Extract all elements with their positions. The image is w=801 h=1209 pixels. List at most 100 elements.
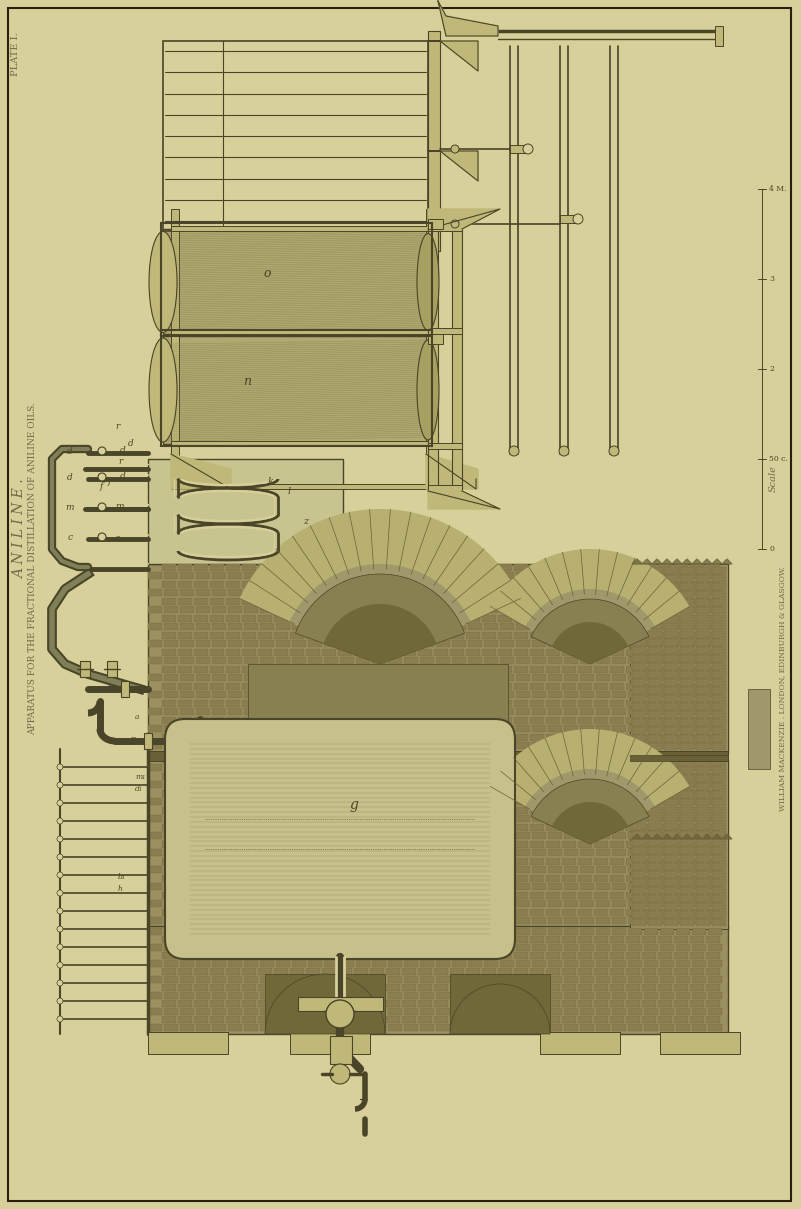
Bar <box>628 976 642 983</box>
Bar <box>162 1016 176 1023</box>
Bar <box>664 607 678 614</box>
Bar <box>244 798 258 805</box>
Bar <box>402 631 416 638</box>
Bar <box>164 1008 178 1016</box>
Bar <box>322 908 336 915</box>
Bar <box>354 597 368 604</box>
Bar <box>338 773 352 780</box>
Bar <box>180 572 194 579</box>
Bar <box>680 607 694 614</box>
Bar <box>514 968 528 974</box>
Bar <box>148 759 728 929</box>
Circle shape <box>57 764 63 770</box>
Bar <box>242 891 256 898</box>
Bar <box>712 855 726 862</box>
Bar <box>418 806 432 814</box>
Bar <box>664 823 678 831</box>
Bar <box>276 725 290 731</box>
Bar <box>712 806 726 814</box>
Bar <box>388 692 402 698</box>
Bar <box>354 631 368 638</box>
Bar <box>210 908 224 915</box>
Bar <box>226 700 240 706</box>
Bar <box>648 702 662 710</box>
Bar <box>516 866 530 873</box>
Bar <box>402 857 416 864</box>
Polygon shape <box>722 559 732 565</box>
Bar <box>386 984 400 991</box>
Bar <box>148 815 162 822</box>
Bar <box>436 781 450 788</box>
Text: d: d <box>67 473 73 481</box>
Bar <box>580 815 594 822</box>
Bar <box>648 671 662 678</box>
Bar <box>658 580 672 588</box>
Bar <box>148 916 162 924</box>
Bar <box>712 735 726 742</box>
Bar <box>712 567 726 574</box>
Bar <box>660 976 674 983</box>
Bar <box>338 1016 352 1023</box>
Bar <box>434 857 448 864</box>
Bar <box>340 849 354 856</box>
Bar <box>228 849 242 856</box>
Bar <box>388 606 402 613</box>
Text: d: d <box>120 446 126 455</box>
Bar <box>514 597 528 604</box>
Bar <box>292 993 306 999</box>
Bar <box>648 870 662 878</box>
Bar <box>498 823 512 831</box>
Bar <box>180 708 194 715</box>
Bar <box>546 968 560 974</box>
Bar <box>708 589 722 596</box>
Bar <box>500 976 514 983</box>
Bar <box>356 944 370 951</box>
Bar <box>356 815 370 822</box>
Bar <box>546 891 560 898</box>
Bar <box>712 671 726 678</box>
Bar <box>706 756 720 763</box>
Bar <box>340 764 354 771</box>
Bar <box>180 883 194 890</box>
Bar <box>564 1008 578 1016</box>
Bar <box>680 815 694 822</box>
Bar <box>164 764 178 771</box>
Wedge shape <box>265 974 385 1034</box>
Bar <box>514 734 528 740</box>
Bar <box>244 899 258 907</box>
Polygon shape <box>712 834 722 839</box>
Bar <box>562 789 576 797</box>
Bar <box>244 929 258 935</box>
Bar <box>658 823 672 831</box>
Bar <box>676 656 690 664</box>
Bar <box>434 951 448 959</box>
Bar <box>498 908 512 915</box>
Bar <box>596 656 610 664</box>
Bar <box>274 756 288 763</box>
Bar <box>196 572 210 579</box>
Bar <box>690 823 704 831</box>
Bar <box>244 692 258 698</box>
Bar <box>242 823 256 831</box>
Bar <box>210 756 224 763</box>
Bar <box>696 806 710 814</box>
Bar <box>532 606 546 613</box>
Bar <box>594 665 608 672</box>
Bar <box>530 1016 544 1023</box>
Bar <box>674 648 688 655</box>
Bar <box>354 683 368 689</box>
Wedge shape <box>531 598 649 664</box>
Bar <box>712 655 726 663</box>
Bar <box>324 1008 338 1016</box>
Bar <box>338 968 352 974</box>
Bar <box>212 944 226 951</box>
Bar <box>676 929 690 935</box>
Bar <box>322 773 336 780</box>
Bar <box>242 734 256 740</box>
Bar <box>676 849 690 856</box>
Bar <box>642 891 656 898</box>
Bar <box>402 823 416 831</box>
Bar <box>660 883 674 890</box>
Bar <box>660 993 674 999</box>
Bar <box>450 700 464 706</box>
